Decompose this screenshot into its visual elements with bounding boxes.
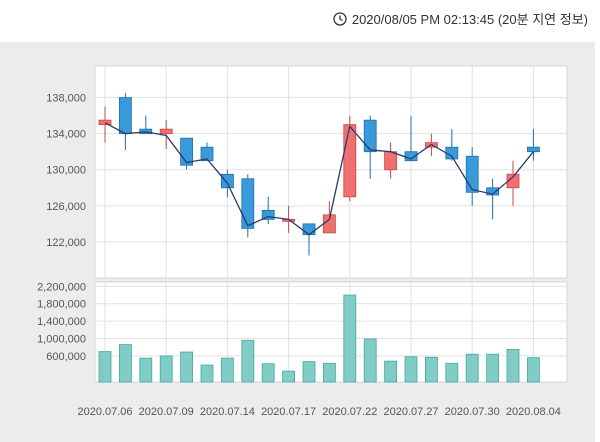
volume-axis-tick-label: 1,000,000 <box>37 334 86 346</box>
date-axis-tick-label: 2020.07.17 <box>261 406 316 418</box>
volume-axis-tick-label: 1,800,000 <box>37 299 86 311</box>
volume-bar <box>322 362 336 383</box>
volume-axis-tick-label: 600,000 <box>46 351 86 363</box>
volume-bar <box>486 353 500 383</box>
candle-body <box>506 173 520 189</box>
timestamp-text: 2020/08/05 PM 02:13:45 (20분 지연 정보) <box>351 12 588 27</box>
volume-bar <box>424 356 438 383</box>
volume-bar <box>527 357 540 383</box>
moving-average-line <box>104 122 534 236</box>
volume-bar <box>220 357 234 383</box>
date-axis-tick-label: 2020.08.04 <box>506 406 561 418</box>
price-axis-tick-label: 134,000 <box>46 129 86 141</box>
volume-bar <box>241 339 255 383</box>
candle-body <box>363 119 377 153</box>
stock-chart: 122,000 126,000 130,000 134,000 138,000 600,0… <box>37 65 568 418</box>
price-axis-tick-label: 126,000 <box>46 201 86 213</box>
volume-bar <box>404 356 418 383</box>
timestamp: 2020/08/05 PM 02:13:45 (20분 지연 정보) <box>333 9 588 28</box>
volume-bar <box>98 351 112 383</box>
price-panel <box>94 65 568 279</box>
date-axis-tick-label: 2020.07.27 <box>383 406 438 418</box>
volume-bar <box>119 344 132 383</box>
candle-body <box>486 187 500 196</box>
candle-body <box>98 119 112 126</box>
volume-bar <box>363 338 377 383</box>
date-axis-tick-label: 2020.07.09 <box>139 406 194 418</box>
chart-frame: 122,000 126,000 130,000 134,000 138,000 600,0… <box>0 42 595 442</box>
volume-bar <box>445 362 459 383</box>
volume-bar <box>506 348 520 383</box>
candle-body <box>159 128 173 135</box>
volume-axis-tick-label: 2,200,000 <box>37 281 86 293</box>
price-axis-tick-label: 138,000 <box>46 93 86 105</box>
volume-bar <box>200 364 214 383</box>
candle-body <box>241 178 255 229</box>
candle-body <box>220 173 234 189</box>
price-axis-tick-label: 122,000 <box>46 237 86 249</box>
volume-axis-tick-label: 1,400,000 <box>37 316 86 328</box>
volume-bar <box>384 360 398 383</box>
volume-bar <box>343 294 357 383</box>
candle-body <box>384 151 398 171</box>
candle-body <box>261 209 275 220</box>
candle-body <box>119 97 132 135</box>
clock-icon <box>333 11 347 26</box>
candle-body <box>343 124 357 198</box>
volume-bar <box>465 353 479 383</box>
volume-bar <box>261 363 275 383</box>
date-axis-tick-label: 2020.07.14 <box>200 406 255 418</box>
volume-bar <box>282 370 296 383</box>
candle-body <box>302 223 316 236</box>
date-axis-tick-label: 2020.07.22 <box>322 406 377 418</box>
candle-body <box>465 155 479 193</box>
date-axis-tick-label: 2020.07.30 <box>445 406 500 418</box>
volume-bar <box>139 357 153 383</box>
date-axis-tick-label: 2020.07.06 <box>77 406 132 418</box>
candle-body <box>200 146 214 162</box>
price-axis-tick-label: 130,000 <box>46 165 86 177</box>
candle-body <box>527 146 540 153</box>
volume-bar <box>180 351 194 383</box>
volume-bar <box>302 361 316 383</box>
volume-bar <box>159 355 173 383</box>
